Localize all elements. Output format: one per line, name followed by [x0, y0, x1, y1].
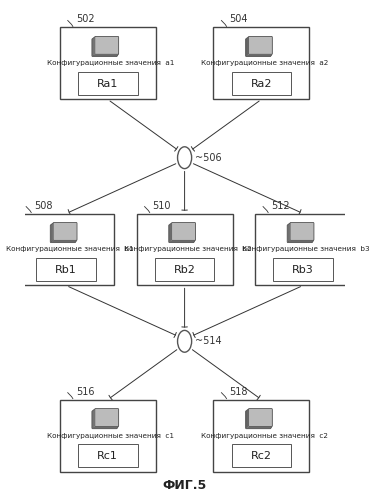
- Text: Конфигурационные значения  b1: Конфигурационные значения b1: [6, 247, 133, 252]
- FancyBboxPatch shape: [155, 258, 214, 281]
- FancyBboxPatch shape: [50, 225, 76, 243]
- Text: 516: 516: [76, 387, 94, 397]
- Text: ~514: ~514: [195, 336, 222, 346]
- Circle shape: [177, 147, 192, 169]
- FancyBboxPatch shape: [36, 258, 96, 281]
- Text: Rb3: Rb3: [292, 264, 314, 274]
- FancyBboxPatch shape: [273, 258, 333, 281]
- FancyBboxPatch shape: [246, 38, 272, 56]
- Text: Rc2: Rc2: [251, 451, 272, 461]
- FancyBboxPatch shape: [92, 411, 117, 429]
- Text: 518: 518: [230, 387, 248, 397]
- FancyBboxPatch shape: [232, 444, 291, 467]
- Text: 512: 512: [271, 201, 290, 211]
- FancyBboxPatch shape: [289, 223, 314, 241]
- FancyBboxPatch shape: [93, 410, 118, 428]
- Text: Ra2: Ra2: [251, 78, 272, 88]
- Circle shape: [177, 330, 192, 352]
- FancyBboxPatch shape: [94, 37, 118, 55]
- FancyBboxPatch shape: [51, 224, 76, 242]
- Text: Конфигурационные значения  b3: Конфигурационные значения b3: [243, 247, 370, 252]
- FancyBboxPatch shape: [248, 37, 272, 55]
- Text: Rc1: Rc1: [98, 451, 118, 461]
- FancyBboxPatch shape: [60, 400, 156, 472]
- Text: Конфигурационные значения  а1: Конфигурационные значения а1: [47, 60, 175, 66]
- Text: Rb1: Rb1: [55, 264, 77, 274]
- FancyBboxPatch shape: [170, 224, 195, 242]
- FancyBboxPatch shape: [78, 444, 138, 467]
- Text: 504: 504: [230, 14, 248, 24]
- Text: 502: 502: [76, 14, 94, 24]
- Text: Конфигурационные значения  а2: Конфигурационные значения а2: [201, 60, 328, 66]
- FancyBboxPatch shape: [52, 223, 76, 241]
- FancyBboxPatch shape: [95, 36, 118, 54]
- FancyBboxPatch shape: [246, 38, 271, 56]
- FancyBboxPatch shape: [255, 214, 351, 285]
- FancyBboxPatch shape: [18, 214, 114, 285]
- FancyBboxPatch shape: [287, 225, 312, 243]
- Text: Конфигурационные значения  b2: Конфигурационные значения b2: [124, 247, 252, 252]
- FancyBboxPatch shape: [172, 223, 195, 241]
- FancyBboxPatch shape: [213, 27, 309, 99]
- FancyBboxPatch shape: [169, 225, 194, 243]
- FancyBboxPatch shape: [92, 38, 117, 56]
- FancyBboxPatch shape: [249, 36, 272, 54]
- FancyBboxPatch shape: [60, 27, 156, 99]
- Text: Ra1: Ra1: [97, 78, 118, 88]
- Text: 508: 508: [34, 201, 53, 211]
- FancyBboxPatch shape: [93, 38, 118, 56]
- FancyBboxPatch shape: [246, 410, 272, 428]
- Text: Rb2: Rb2: [174, 264, 195, 274]
- FancyBboxPatch shape: [248, 409, 272, 427]
- Text: ~506: ~506: [195, 153, 222, 163]
- Text: Конфигурационные значения  с1: Конфигурационные значения с1: [48, 433, 174, 439]
- Text: ФИГ.5: ФИГ.5: [162, 479, 207, 492]
- FancyBboxPatch shape: [290, 223, 314, 241]
- FancyBboxPatch shape: [246, 411, 271, 429]
- Text: Конфигурационные значения  с2: Конфигурационные значения с2: [201, 433, 328, 439]
- FancyBboxPatch shape: [94, 409, 118, 427]
- FancyBboxPatch shape: [249, 409, 272, 427]
- Text: 510: 510: [153, 201, 171, 211]
- FancyBboxPatch shape: [136, 214, 232, 285]
- FancyBboxPatch shape: [213, 400, 309, 472]
- FancyBboxPatch shape: [78, 72, 138, 95]
- FancyBboxPatch shape: [171, 223, 195, 241]
- FancyBboxPatch shape: [95, 409, 118, 427]
- FancyBboxPatch shape: [232, 72, 291, 95]
- FancyBboxPatch shape: [288, 224, 313, 242]
- FancyBboxPatch shape: [53, 223, 77, 241]
